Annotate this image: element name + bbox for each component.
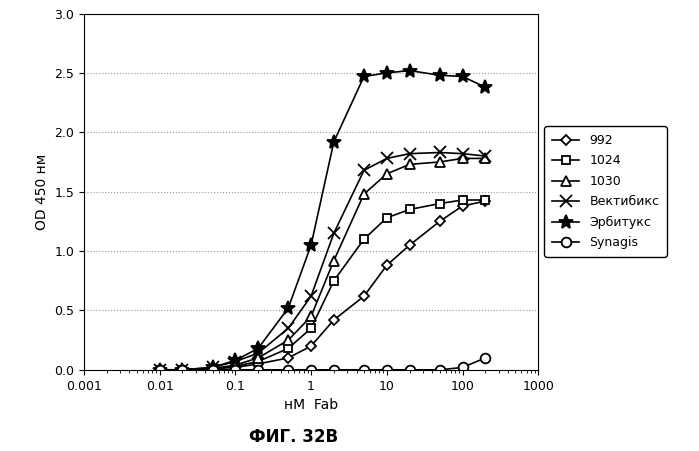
Вектибикс: [360, 168, 368, 173]
1030: [481, 156, 489, 161]
1030: [178, 367, 187, 373]
1030: [459, 156, 467, 161]
1024: [481, 197, 489, 202]
Эрбитукс: [459, 74, 467, 79]
1024: [330, 278, 338, 284]
Эрбитукс: [208, 365, 217, 370]
Вектибикс: [481, 153, 489, 159]
Вектибикс: [459, 151, 467, 156]
992: [405, 243, 414, 248]
Вектибикс: [307, 294, 315, 299]
1024: [155, 367, 164, 373]
Вектибикс: [208, 365, 217, 370]
992: [231, 365, 240, 370]
1024: [382, 215, 391, 221]
Legend: 992, 1024, 1030, Вектибикс, Эрбитукс, Synagis: 992, 1024, 1030, Вектибикс, Эрбитукс, Sy…: [545, 126, 667, 257]
992: [459, 203, 467, 209]
Вектибикс: [155, 367, 164, 373]
Эрбитукс: [284, 305, 292, 311]
Вектибикс: [405, 151, 414, 156]
1024: [459, 197, 467, 202]
992: [330, 317, 338, 322]
Эрбитукс: [178, 367, 187, 373]
992: [481, 198, 489, 204]
Synagis: [382, 367, 391, 373]
Вектибикс: [382, 156, 391, 161]
Text: ФИГ. 32В: ФИГ. 32В: [249, 428, 338, 446]
Line: 992: 992: [156, 198, 489, 373]
Synagis: [178, 367, 187, 373]
1030: [360, 191, 368, 197]
Вектибикс: [254, 350, 262, 356]
Эрбитукс: [481, 84, 489, 90]
1024: [231, 364, 240, 369]
Вектибикс: [330, 230, 338, 236]
Synagis: [254, 367, 262, 373]
Эрбитукс: [155, 367, 164, 373]
1030: [405, 161, 414, 167]
Synagis: [435, 367, 444, 373]
1030: [382, 171, 391, 177]
Synagis: [155, 367, 164, 373]
992: [360, 294, 368, 299]
1030: [155, 367, 164, 373]
1024: [307, 326, 315, 331]
1024: [178, 367, 187, 373]
992: [307, 343, 315, 349]
1024: [435, 201, 444, 206]
Эрбитукс: [435, 73, 444, 78]
Synagis: [208, 367, 217, 373]
Line: Вектибикс: Вектибикс: [154, 147, 491, 375]
1030: [330, 258, 338, 263]
992: [284, 355, 292, 361]
Synagis: [481, 355, 489, 361]
Вектибикс: [178, 367, 187, 373]
1024: [208, 366, 217, 371]
Line: 1030: 1030: [154, 153, 490, 375]
992: [435, 219, 444, 224]
Вектибикс: [231, 359, 240, 364]
Y-axis label: OD 450 нм: OD 450 нм: [35, 153, 49, 230]
Synagis: [231, 367, 240, 373]
Line: Synagis: Synagis: [154, 353, 490, 375]
992: [155, 367, 164, 373]
992: [382, 262, 391, 268]
Эрбитукс: [405, 68, 414, 73]
Эрбитукс: [360, 74, 368, 79]
1030: [208, 366, 217, 371]
Эрбитукс: [382, 70, 391, 76]
Synagis: [405, 367, 414, 373]
Эрбитукс: [254, 346, 262, 351]
Вектибикс: [435, 150, 444, 155]
992: [178, 367, 187, 373]
1030: [307, 314, 315, 319]
992: [208, 366, 217, 371]
Synagis: [360, 367, 368, 373]
X-axis label: нМ  Fab: нМ Fab: [284, 398, 338, 412]
1024: [284, 346, 292, 351]
1030: [435, 159, 444, 165]
1024: [254, 359, 262, 364]
1030: [284, 337, 292, 343]
Line: Эрбитукс: Эрбитукс: [152, 64, 492, 377]
1030: [231, 362, 240, 368]
Synagis: [330, 367, 338, 373]
Эрбитукс: [231, 358, 240, 363]
Line: 1024: 1024: [155, 196, 489, 374]
Эрбитукс: [330, 139, 338, 144]
Synagis: [459, 365, 467, 370]
Вектибикс: [284, 326, 292, 331]
1024: [360, 236, 368, 242]
1030: [254, 355, 262, 361]
Synagis: [307, 367, 315, 373]
Synagis: [284, 367, 292, 373]
1024: [405, 207, 414, 212]
Эрбитукс: [307, 243, 315, 248]
992: [254, 361, 262, 367]
